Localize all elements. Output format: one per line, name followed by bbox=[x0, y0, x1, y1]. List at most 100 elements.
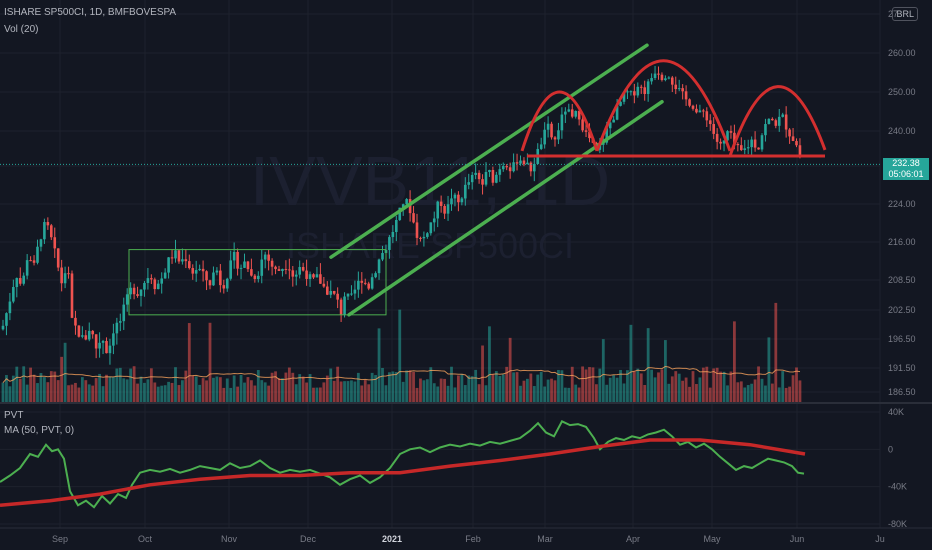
candle-body-69 bbox=[239, 267, 243, 269]
volume-bar-183 bbox=[632, 371, 636, 402]
candle-body-227 bbox=[784, 114, 788, 130]
currency-badge[interactable]: BRL bbox=[892, 7, 918, 21]
candle-body-16 bbox=[56, 248, 60, 268]
volume-bar-231 bbox=[798, 380, 802, 402]
volume-bar-176 bbox=[608, 377, 612, 402]
candle-body-225 bbox=[777, 116, 781, 126]
candle-body-110 bbox=[381, 252, 384, 260]
candle-body-38 bbox=[132, 287, 136, 295]
last-price-tag: 232.38 bbox=[883, 158, 929, 169]
candle-body-127 bbox=[439, 201, 443, 207]
candle-body-109 bbox=[377, 259, 381, 274]
volume-bar-13 bbox=[46, 382, 50, 402]
candle-body-210 bbox=[726, 131, 729, 141]
candle-body-52 bbox=[181, 259, 184, 262]
candle-body-37 bbox=[129, 287, 132, 295]
candle-body-13 bbox=[46, 222, 50, 226]
volume-bar-190 bbox=[657, 372, 660, 402]
pvt-tick-3: -80K bbox=[888, 519, 907, 529]
candle-body-54 bbox=[188, 261, 191, 269]
candle-body-133 bbox=[460, 198, 464, 203]
volume-bar-51 bbox=[177, 385, 181, 402]
volume-bar-113 bbox=[391, 371, 395, 402]
volume-bar-33 bbox=[115, 368, 119, 402]
volume-bar-98 bbox=[339, 381, 343, 402]
volume-bar-159 bbox=[550, 378, 553, 402]
candle-body-35 bbox=[122, 304, 126, 322]
candle-body-89 bbox=[308, 274, 312, 279]
candle-body-40 bbox=[139, 289, 143, 296]
price-tick-8: 240.00 bbox=[888, 126, 916, 136]
candle-body-90 bbox=[312, 274, 315, 278]
volume-bar-141 bbox=[488, 326, 491, 402]
volume-bar-1 bbox=[5, 375, 8, 402]
candle-body-8 bbox=[29, 260, 32, 262]
volume-bar-56 bbox=[194, 376, 198, 402]
volume-bar-60 bbox=[208, 322, 212, 402]
volume-bar-221 bbox=[764, 385, 767, 402]
candle-body-143 bbox=[495, 174, 498, 183]
candle-body-102 bbox=[353, 289, 357, 294]
volume-bar-182 bbox=[629, 324, 633, 402]
price-tick-3: 202.50 bbox=[888, 305, 916, 315]
volume-bar-82 bbox=[284, 372, 288, 402]
candle-body-97 bbox=[336, 293, 339, 300]
candle-body-47 bbox=[163, 272, 167, 279]
volume-bar-21 bbox=[74, 382, 77, 402]
volume-bar-36 bbox=[125, 379, 129, 402]
candle-body-165 bbox=[570, 109, 574, 117]
volume-bar-155 bbox=[536, 374, 540, 402]
candle-body-131 bbox=[453, 194, 457, 199]
volume-bar-177 bbox=[612, 375, 616, 402]
volume-bar-136 bbox=[470, 376, 474, 402]
volume-bar-142 bbox=[491, 374, 495, 402]
volume-bar-147 bbox=[508, 337, 512, 402]
volume-bar-92 bbox=[319, 387, 322, 402]
volume-bar-116 bbox=[401, 381, 405, 402]
candle-body-67 bbox=[232, 251, 236, 261]
candle-body-21 bbox=[74, 317, 77, 326]
volume-bar-46 bbox=[160, 385, 164, 402]
volume-bar-38 bbox=[132, 366, 136, 402]
volume-bar-59 bbox=[205, 380, 208, 402]
volume-bar-12 bbox=[43, 377, 46, 402]
volume-bar-144 bbox=[498, 376, 502, 402]
volume-bar-49 bbox=[170, 382, 174, 402]
candle-body-22 bbox=[77, 325, 81, 337]
candle-body-170 bbox=[588, 131, 591, 139]
volume-bar-75 bbox=[260, 380, 264, 402]
volume-bar-224 bbox=[774, 302, 778, 402]
volume-bar-179 bbox=[619, 369, 622, 402]
candle-body-197 bbox=[681, 88, 684, 92]
volume-bar-78 bbox=[270, 372, 274, 402]
candle-body-163 bbox=[564, 111, 567, 115]
volume-bar-196 bbox=[677, 373, 681, 402]
vol-label: Vol (20) bbox=[4, 24, 39, 35]
price-tick-9: 250.00 bbox=[888, 87, 916, 97]
candle-body-192 bbox=[664, 78, 667, 81]
candle-body-103 bbox=[357, 280, 360, 290]
candle-body-51 bbox=[177, 250, 181, 262]
volume-bar-62 bbox=[215, 376, 219, 402]
candle-body-99 bbox=[343, 296, 346, 315]
candle-body-20 bbox=[70, 273, 74, 318]
volume-bar-112 bbox=[388, 372, 391, 402]
volume-bar-70 bbox=[243, 382, 246, 402]
candle-body-175 bbox=[605, 128, 609, 143]
candle-body-48 bbox=[167, 257, 170, 273]
volume-bar-154 bbox=[532, 386, 536, 402]
candle-body-213 bbox=[736, 144, 740, 146]
pvt-ma-label: MA (50, PVT, 0) bbox=[4, 425, 75, 436]
symbol-title: ISHARE SP500CI, 1D, BMFBOVESPA bbox=[4, 7, 177, 18]
volume-bar-140 bbox=[484, 385, 488, 402]
volume-bar-94 bbox=[325, 375, 329, 402]
volume-bars bbox=[1, 302, 802, 402]
volume-bar-93 bbox=[322, 382, 326, 402]
volume-bar-139 bbox=[481, 345, 484, 402]
candle-body-184 bbox=[636, 86, 640, 96]
candle-body-195 bbox=[674, 84, 678, 90]
candle-body-186 bbox=[643, 87, 646, 94]
price-tick-0: 186.50 bbox=[888, 387, 916, 397]
candle-body-147 bbox=[508, 167, 512, 172]
